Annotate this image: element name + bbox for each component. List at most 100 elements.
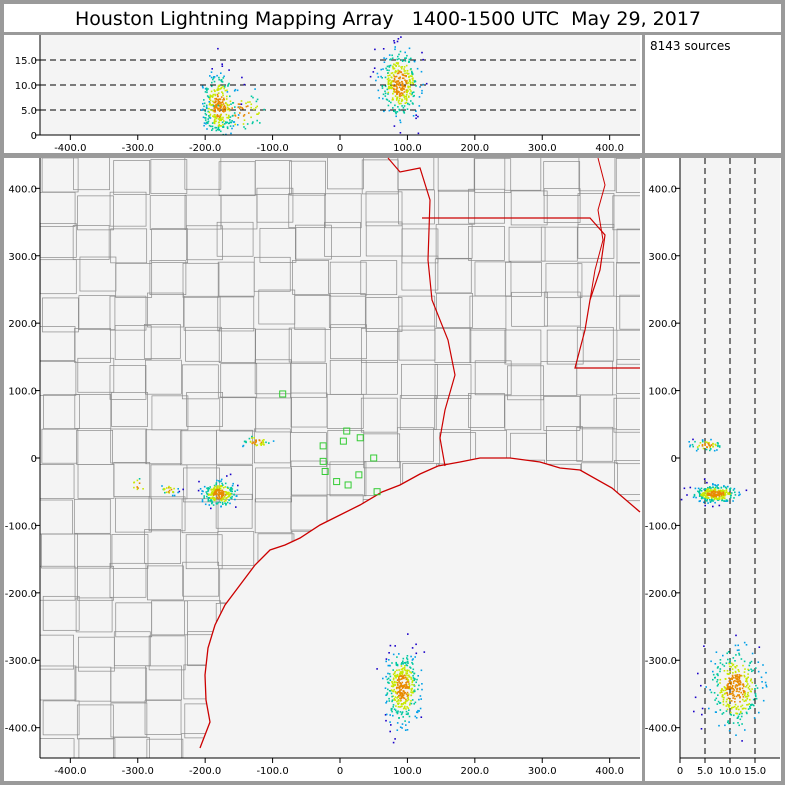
lightning-source-point [209, 98, 211, 101]
lightning-source-point [417, 675, 419, 677]
lightning-source-point [375, 79, 377, 82]
lightning-source-point [710, 487, 712, 489]
lightning-source-point [693, 495, 696, 497]
lightning-source-point [744, 668, 746, 670]
lightning-source-point [412, 115, 415, 117]
county-outline [616, 329, 640, 365]
lightning-source-point [712, 486, 714, 489]
lightning-source-point [707, 442, 709, 445]
lightning-source-point [395, 88, 398, 90]
lightning-source-point [724, 497, 726, 500]
lightning-source-point [236, 489, 239, 491]
lightning-source-point [714, 677, 716, 679]
lightning-source-point [392, 706, 394, 708]
lightning-source-point [415, 643, 417, 646]
lightning-source-point [398, 675, 401, 678]
lightning-source-point [397, 101, 400, 103]
lightning-source-point [224, 491, 227, 493]
y-tick-label: -100.0 [645, 521, 677, 532]
lightning-source-point [692, 438, 694, 441]
lightning-source-point [402, 107, 405, 109]
lightning-source-point [728, 680, 731, 682]
county-outline [40, 326, 76, 361]
lightning-source-point [217, 489, 219, 492]
lightning-source-point [401, 711, 404, 713]
county-outline [110, 702, 148, 738]
lightning-source-point [396, 70, 398, 73]
lightning-source-point [163, 487, 165, 490]
lightning-source-point [386, 65, 389, 68]
lightning-source-point [746, 695, 749, 698]
lightning-source-point [229, 493, 232, 496]
lightning-source-point [220, 478, 223, 481]
lightning-source-point [407, 693, 410, 696]
lightning-source-point [749, 661, 751, 664]
lightning-source-point [741, 687, 744, 690]
lightning-source-point [396, 675, 399, 677]
lightning-source-point [726, 669, 729, 672]
lightning-source-point [387, 81, 390, 84]
lightning-source-point [214, 105, 216, 108]
lightning-source-point [738, 680, 740, 683]
lightning-source-point [730, 683, 732, 686]
lightning-source-point [403, 662, 406, 664]
lightning-source-point [706, 481, 708, 484]
lightning-source-point [217, 87, 219, 89]
lightning-source-point [403, 74, 406, 77]
lightning-source-point [394, 91, 396, 93]
lightning-source-point [405, 698, 407, 701]
lightning-source-point [716, 442, 719, 444]
lightning-source-point [712, 492, 715, 494]
county-outline [329, 261, 367, 297]
lightning-source-point [700, 497, 703, 500]
lightning-source-point [219, 118, 221, 120]
lightning-source-point [721, 495, 724, 497]
lightning-source-point [223, 123, 226, 125]
lightning-source-point [401, 80, 403, 83]
lightning-source-point [263, 439, 265, 441]
lightning-source-point [220, 485, 223, 488]
county-outline [42, 700, 80, 736]
lightning-source-point [401, 703, 403, 705]
lightning-source-point [393, 42, 396, 44]
lightning-source-point [718, 492, 720, 495]
lightning-source-point [256, 105, 258, 108]
lightning-source-point [399, 132, 402, 134]
lightning-source-point [211, 96, 214, 98]
lightning-source-point [250, 103, 253, 106]
lightning-source-point [391, 97, 394, 99]
lightning-source-point [704, 498, 706, 500]
lightning-source-point [716, 685, 719, 687]
lightning-source-point [205, 121, 208, 124]
lightning-source-point [390, 724, 392, 726]
lightning-source-point [391, 57, 394, 59]
lightning-source-point [717, 666, 719, 668]
lightning-source-point [753, 717, 756, 719]
lightning-source-point [709, 489, 712, 491]
lightning-source-point [380, 75, 382, 78]
lightning-source-point [730, 494, 732, 497]
lightning-source-point [707, 488, 709, 490]
lightning-source-point [208, 96, 210, 99]
lightning-source-point [404, 701, 406, 704]
lightning-source-point [408, 47, 411, 50]
lightning-source-point [394, 645, 396, 647]
lightning-source-point [206, 89, 208, 92]
lightning-source-point [710, 448, 712, 450]
lightning-source-point [217, 125, 220, 127]
lightning-source-point [397, 675, 400, 678]
lightning-source-point [396, 93, 399, 95]
lightning-source-point [222, 503, 224, 505]
lightning-source-point [407, 679, 410, 682]
county-outline [504, 158, 542, 191]
y-tick-label: -200.0 [645, 589, 677, 600]
lightning-source-point [718, 497, 721, 499]
x-tick-label: 0 [337, 766, 343, 777]
lightning-source-point [754, 692, 757, 695]
lightning-source-point [710, 495, 713, 497]
lightning-source-point [724, 724, 726, 727]
lightning-source-point [391, 682, 394, 685]
lightning-source-point [404, 705, 406, 708]
lightning-source-point [731, 668, 734, 670]
lightning-source-point [199, 488, 202, 490]
